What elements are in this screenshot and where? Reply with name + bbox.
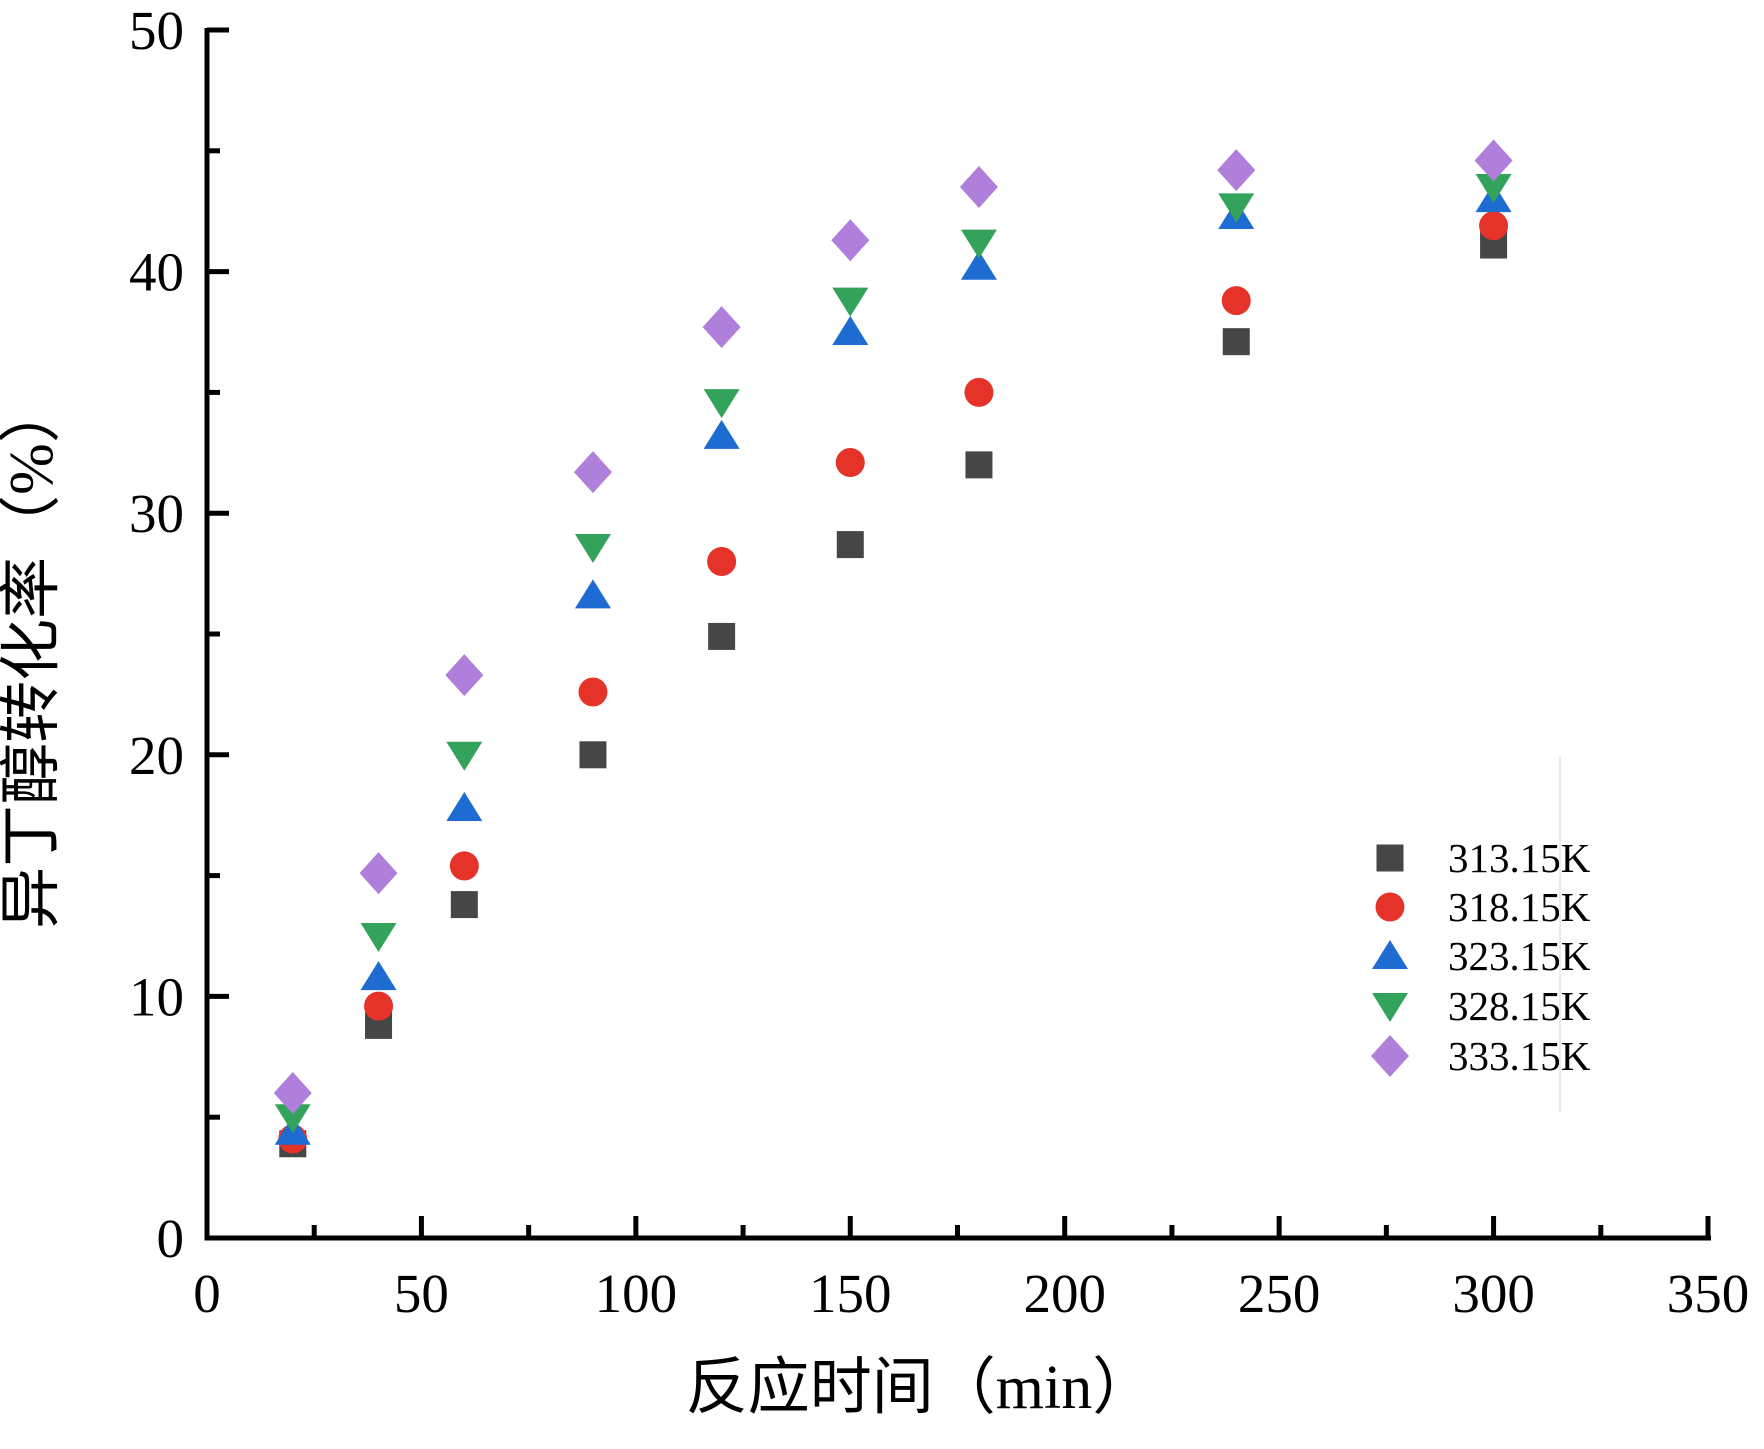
data-point-333.15K-120min <box>702 306 741 349</box>
data-point-313.15K-180min <box>965 451 993 479</box>
data-point-318.15K-300min <box>1479 211 1509 241</box>
data-point-328.15K-120min <box>703 389 740 419</box>
legend-label: 328.15K <box>1448 983 1591 1029</box>
scan-artifact-line <box>1559 757 1561 1113</box>
data-point-328.15K-300min <box>1475 174 1512 204</box>
x-tick-label: 250 <box>1238 1263 1321 1324</box>
data-point-328.15K-90min <box>574 534 611 564</box>
x-tick-label: 350 <box>1667 1263 1750 1324</box>
y-tick-label: 10 <box>129 966 184 1027</box>
data-point-318.15K-120min <box>707 547 737 577</box>
legend-marker-square <box>1376 844 1404 872</box>
data-point-333.15K-90min <box>573 451 612 494</box>
legend-label: 318.15K <box>1448 884 1591 930</box>
legend-marker-circle <box>1375 892 1405 922</box>
data-point-328.15K-180min <box>960 229 997 259</box>
data-point-323.15K-40min <box>360 961 397 991</box>
y-axis-title: 异丁醇转化率（%） <box>0 381 66 929</box>
data-point-323.15K-180min <box>960 250 997 280</box>
x-tick-label: 200 <box>1023 1263 1106 1324</box>
chart-dynamic-layer: 0 50 100 150 200 250 300 35001020304050313.15K3… <box>129 0 1749 1324</box>
data-point-328.15K-20min <box>274 1104 311 1134</box>
data-point-318.15K-180min <box>964 377 994 407</box>
data-point-318.15K-90min <box>578 677 608 707</box>
data-point-333.15K-240min <box>1217 149 1256 192</box>
x-axis-title: 反应时间（min） <box>686 1354 1154 1422</box>
data-point-328.15K-150min <box>832 287 869 317</box>
y-tick-label: 40 <box>129 242 184 303</box>
data-point-328.15K-60min <box>446 741 483 771</box>
data-point-328.15K-40min <box>360 923 397 952</box>
data-point-318.15K-150min <box>835 447 865 477</box>
data-point-318.15K-40min <box>364 991 394 1021</box>
y-tick-label: 0 <box>157 1208 185 1269</box>
x-tick-label: 100 <box>595 1263 678 1324</box>
data-point-333.15K-40min <box>359 852 398 895</box>
data-point-333.15K-20min <box>273 1072 312 1115</box>
x-tick-label: 300 <box>1452 1263 1535 1324</box>
data-point-318.15K-60min <box>449 851 479 881</box>
x-tick-label: 50 <box>394 1263 449 1324</box>
data-point-333.15K-180min <box>959 166 998 209</box>
data-point-333.15K-60min <box>445 654 484 697</box>
data-point-313.15K-120min <box>708 622 736 650</box>
data-point-333.15K-150min <box>831 219 870 262</box>
data-point-328.15K-240min <box>1218 193 1255 223</box>
x-tick-label: 150 <box>809 1263 892 1324</box>
data-point-333.15K-300min <box>1474 139 1513 182</box>
data-point-313.15K-240min <box>1222 328 1250 356</box>
data-point-323.15K-60min <box>446 791 483 821</box>
legend-label: 323.15K <box>1448 933 1591 979</box>
data-point-313.15K-60min <box>450 891 478 919</box>
legend-marker-triangle-down <box>1372 993 1408 1022</box>
data-point-318.15K-240min <box>1221 286 1251 316</box>
data-point-323.15K-120min <box>703 419 740 449</box>
y-tick-label: 30 <box>129 483 184 544</box>
y-tick-label: 50 <box>129 0 184 61</box>
x-tick-label: 0 <box>193 1263 221 1324</box>
legend-label: 333.15K <box>1448 1033 1591 1079</box>
legend-marker-triangle-up <box>1372 940 1408 969</box>
data-point-313.15K-150min <box>836 531 864 559</box>
data-point-313.15K-90min <box>579 741 607 769</box>
y-tick-label: 20 <box>129 725 184 786</box>
legend-label: 313.15K <box>1448 835 1591 881</box>
data-point-323.15K-150min <box>832 316 869 345</box>
data-point-323.15K-90min <box>574 579 611 609</box>
legend-marker-diamond <box>1371 1035 1409 1077</box>
